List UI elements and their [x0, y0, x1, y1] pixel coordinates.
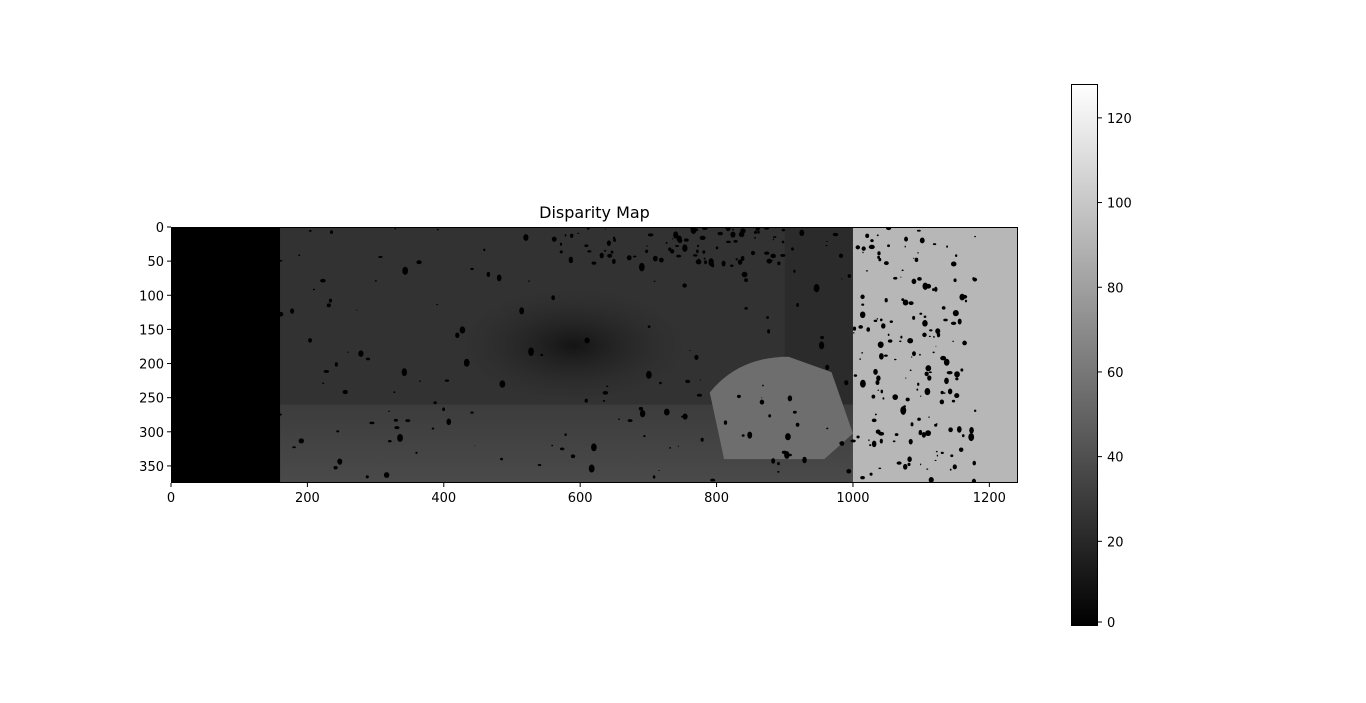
- x-tick-label: 200: [295, 491, 320, 506]
- plot-frame: [171, 227, 1018, 483]
- disparity-image: [171, 227, 1018, 483]
- colorbar-tick-label: 60: [1107, 366, 1124, 381]
- region-center-shadow: [457, 281, 690, 398]
- region-right-structure: [852, 227, 1018, 483]
- region-invalid-left-border: [171, 227, 281, 483]
- colorbar-tick-label: 100: [1107, 197, 1132, 212]
- colorbar-tick-label: 80: [1107, 281, 1124, 296]
- colorbar-tick-label: 0: [1107, 616, 1115, 631]
- y-tick-label: 300: [139, 426, 164, 441]
- colorbar-tick-label: 120: [1107, 112, 1132, 127]
- region-vehicle: [709, 356, 853, 460]
- colorbar-tick-label: 20: [1107, 535, 1124, 550]
- y-tick-label: 200: [139, 358, 164, 373]
- colorbar-tick-label: 40: [1107, 451, 1124, 466]
- x-tick-label: 1200: [973, 491, 1006, 506]
- y-tick-label: 250: [139, 392, 164, 407]
- y-tick-label: 50: [147, 255, 164, 270]
- x-tick-label: 0: [167, 491, 175, 506]
- x-axis: 0 200 400 600 800 1000 1200: [167, 483, 1006, 506]
- y-tick-label: 150: [139, 323, 164, 338]
- x-tick-label: 600: [568, 491, 593, 506]
- x-tick-label: 400: [431, 491, 456, 506]
- colorbar: [1071, 84, 1098, 626]
- y-tick-label: 350: [139, 460, 164, 475]
- chart-title: Disparity Map: [539, 203, 650, 222]
- colorbar-axis: 0 20 40 60 80 100 120: [1098, 112, 1132, 631]
- y-axis: 0 50 100 150 200 250 300 350: [139, 221, 171, 475]
- x-tick-label: 800: [704, 491, 729, 506]
- y-tick-label: 0: [156, 221, 164, 236]
- y-tick-label: 100: [139, 289, 164, 304]
- x-tick-label: 1000: [836, 491, 869, 506]
